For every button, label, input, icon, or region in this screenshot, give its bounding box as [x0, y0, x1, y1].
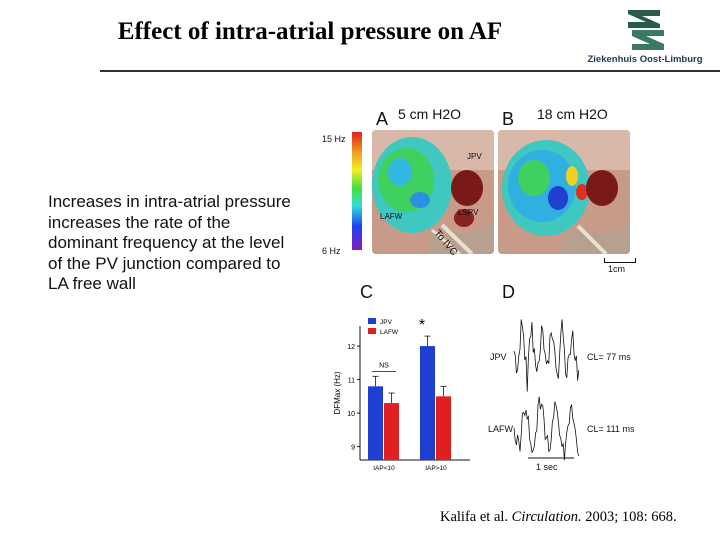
panel-b-letter: B: [502, 109, 515, 129]
time-scale-label: 1 sec: [536, 462, 558, 472]
panel-c-letter: C: [360, 282, 373, 302]
y-tick-label: 10: [347, 411, 355, 418]
y-tick-label: 12: [347, 344, 355, 351]
significance-annotation: *: [419, 317, 425, 334]
panel-b-label: 18 cm H2O: [537, 106, 608, 122]
panel-a-jpv-label: JPV: [467, 152, 482, 161]
legend-swatch-lafw: [368, 328, 376, 334]
x-category-label: IAP<10: [373, 465, 395, 472]
citation-journal: Circulation.: [511, 509, 582, 525]
dominant-frequency-bar-chart: 9 10 11 12 DFMax (Hz) IAP<10 IAP>10 JPV LAFW NS *: [333, 317, 470, 472]
panel-a-lspv-label: LSPV: [458, 208, 479, 217]
y-tick-label: 11: [348, 378, 355, 385]
citation: Kalifa et al. Circulation. 2003; 108: 66…: [440, 509, 677, 526]
legend-label-lafw: LAFW: [380, 329, 399, 336]
hospital-logo-icon: [628, 10, 664, 50]
panel-d-letter: D: [502, 282, 515, 302]
ns-annotation: NS: [379, 363, 389, 370]
colorbar-bottom-label: 6 Hz: [322, 246, 341, 256]
lafw-electrogram-trace: [513, 396, 580, 461]
trace-jpv-path: [513, 319, 580, 392]
jpv-electrogram-trace: [513, 319, 580, 392]
y-axis-label: DFMax (Hz): [333, 371, 342, 414]
bar-jpv-1: [420, 346, 435, 460]
panel-b-map-image: [498, 130, 630, 254]
panel-a-lafw-label: LAFW: [380, 212, 403, 221]
slide-title: Effect of intra-atrial pressure on AF: [117, 18, 503, 45]
y-tick-label: 9: [351, 445, 355, 452]
scale-bar-label: 1cm: [608, 264, 626, 274]
panel-a-label: 5 cm H2O: [398, 106, 462, 122]
x-category-label: IAP>10: [425, 465, 447, 472]
legend-label-jpv: JPV: [380, 319, 393, 326]
panel-a-map-image: [372, 130, 494, 254]
summary-text: Increases in intra-atrial pressure incre…: [48, 192, 291, 293]
citation-details: 2003; 108: 668.: [581, 509, 677, 525]
scale-bar: [604, 258, 636, 263]
trace-jpv-label: JPV: [490, 352, 507, 362]
electrogram-traces: [513, 319, 580, 461]
panel-a-letter: A: [376, 109, 389, 129]
bar-lafw-1: [436, 396, 451, 460]
citation-authors: Kalifa et al.: [440, 509, 512, 525]
trace-lafw-label: LAFW: [488, 424, 514, 434]
title-divider: [100, 70, 720, 72]
colorbar-top-label: 15 Hz: [322, 134, 346, 144]
trace-lafw-cycle-length: CL= 111 ms: [587, 424, 635, 434]
frequency-colorbar: [352, 132, 362, 250]
trace-jpv-cycle-length: CL= 77 ms: [587, 352, 631, 362]
legend-swatch-jpv: [368, 318, 376, 324]
trace-lafw-path: [513, 396, 580, 461]
bar-jpv-0: [368, 386, 383, 460]
bar-lafw-0: [384, 403, 399, 460]
hospital-logo-text: Ziekenhuis Oost-Limburg: [587, 54, 703, 65]
